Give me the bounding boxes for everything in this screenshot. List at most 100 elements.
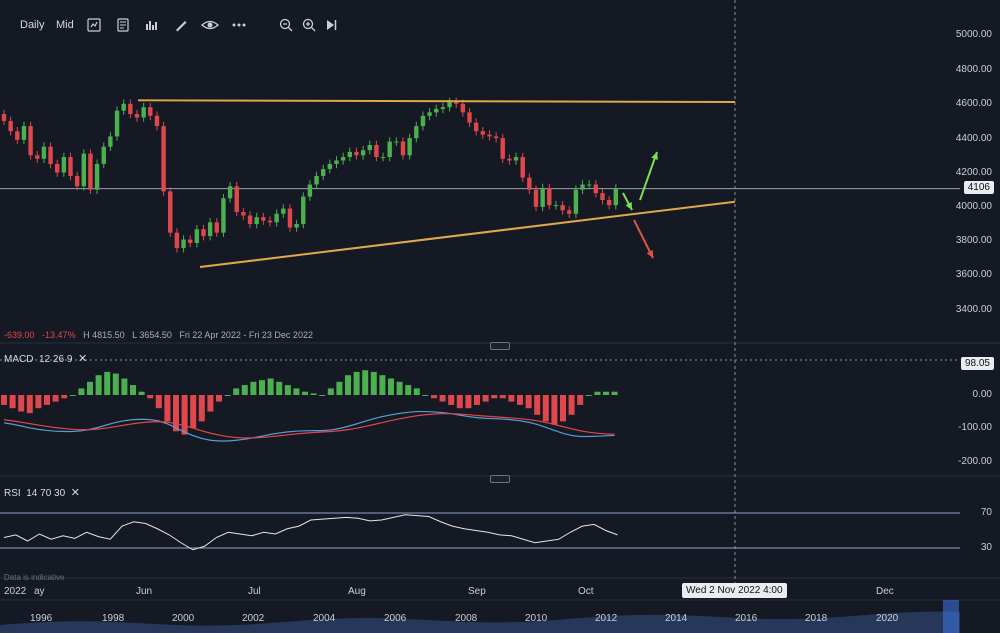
x-axis-month: Sep xyxy=(468,586,486,597)
macd-histogram-bar xyxy=(603,391,609,395)
candle xyxy=(188,239,193,243)
candle xyxy=(141,107,146,118)
navigator-year: 2002 xyxy=(242,613,265,624)
price-axis-label: 5000.00 xyxy=(955,29,992,40)
scroll-to-end-icon[interactable] xyxy=(317,10,345,40)
candle xyxy=(394,141,399,143)
upper-trendline xyxy=(137,99,736,104)
macd-histogram-bar xyxy=(568,395,575,415)
candle xyxy=(201,229,206,237)
candle xyxy=(547,187,552,206)
candle xyxy=(207,222,213,237)
candle xyxy=(507,158,512,161)
candle xyxy=(15,131,20,140)
macd-histogram-bar xyxy=(508,395,515,402)
candle xyxy=(21,126,27,140)
navigator-year: 1998 xyxy=(102,613,125,624)
x-axis-month: ay xyxy=(34,586,45,597)
candle xyxy=(327,163,333,170)
rsi-axis-label: 70 xyxy=(980,507,992,518)
x-axis-year: 2022 xyxy=(4,586,27,597)
macd-histogram-bar xyxy=(26,395,33,414)
candle xyxy=(533,189,539,207)
rsi-legend[interactable]: RSI 14 70 30 ✕ xyxy=(4,486,80,499)
macd-histogram-bar xyxy=(1,395,7,405)
candle xyxy=(121,103,126,111)
pane-resize-handle[interactable] xyxy=(490,342,510,350)
templates-icon[interactable] xyxy=(109,10,137,40)
indicators-icon[interactable] xyxy=(80,10,108,40)
zoom-out-icon[interactable] xyxy=(272,10,300,40)
macd-histogram-bar xyxy=(551,395,558,425)
zoom-in-icon[interactable] xyxy=(295,10,323,40)
candle xyxy=(287,208,293,228)
macd-histogram-bar xyxy=(241,385,248,395)
candle xyxy=(613,188,618,206)
candle xyxy=(247,215,253,225)
macd-histogram-bar xyxy=(121,378,128,395)
candle xyxy=(61,157,67,173)
macd-axis-label: -200.00 xyxy=(958,456,992,467)
candle xyxy=(81,153,86,187)
candle xyxy=(440,107,446,109)
price-type-button[interactable]: Mid xyxy=(56,19,74,31)
candle xyxy=(88,153,93,190)
visibility-icon[interactable] xyxy=(196,10,224,40)
candle xyxy=(68,157,73,176)
macd-histogram-bar xyxy=(482,395,489,402)
candle xyxy=(114,110,120,137)
macd-histogram-bar xyxy=(491,395,498,399)
candle xyxy=(254,217,259,225)
macd-histogram-bar xyxy=(198,395,205,422)
crosshair-date-label: Wed 2 Nov 2022 4:00 xyxy=(682,583,787,598)
close-icon[interactable]: ✕ xyxy=(77,353,88,365)
change-percent: -13.47% xyxy=(42,330,76,340)
interval-button[interactable]: Daily xyxy=(20,19,45,31)
candle xyxy=(55,163,60,173)
candle xyxy=(460,103,466,113)
candle xyxy=(400,141,406,156)
candle xyxy=(35,155,40,159)
candle xyxy=(314,175,319,185)
macd-histogram-bar xyxy=(61,395,68,399)
macd-histogram-bar xyxy=(560,395,566,422)
candle xyxy=(340,157,346,161)
candle xyxy=(606,200,612,206)
macd-histogram-bar xyxy=(207,395,214,412)
macd-histogram-bar xyxy=(69,395,76,396)
close-icon[interactable]: ✕ xyxy=(70,487,80,499)
macd-histogram-bar xyxy=(413,388,420,395)
macd-histogram-bar xyxy=(155,395,162,409)
macd-histogram-bar xyxy=(439,395,446,402)
macd-histogram-bar xyxy=(216,395,222,402)
candle xyxy=(367,145,372,151)
draw-icon[interactable] xyxy=(167,10,195,40)
macd-histogram-bar xyxy=(284,385,291,395)
macd-legend[interactable]: MACD 12 26 9 ✕ xyxy=(4,352,87,365)
breakout-arrow-head xyxy=(651,152,658,160)
candle xyxy=(261,217,266,221)
price-axis-label: 4000.00 xyxy=(955,201,992,212)
navigator-year: 1996 xyxy=(30,613,53,624)
macd-histogram-bar xyxy=(224,395,231,396)
navigator-year: 2010 xyxy=(525,613,548,624)
candle xyxy=(234,186,239,213)
macd-histogram-bar xyxy=(147,395,154,399)
x-axis-month: Oct xyxy=(578,586,594,597)
data-disclaimer: Data is indicative xyxy=(4,573,65,582)
candle xyxy=(347,151,352,158)
price-axis-label: 4200.00 xyxy=(955,167,992,178)
macd-histogram-bar xyxy=(35,395,42,409)
candle xyxy=(600,193,605,200)
candle xyxy=(387,141,392,158)
candle xyxy=(154,115,160,127)
macd-histogram-bar xyxy=(336,381,343,395)
macd-axis-label: 0.00 xyxy=(972,389,992,400)
more-icon[interactable] xyxy=(225,10,253,40)
navigator-year: 2020 xyxy=(876,613,899,624)
candle xyxy=(267,220,273,223)
chart-type-icon[interactable] xyxy=(138,10,166,40)
pane-resize-handle[interactable] xyxy=(490,475,510,483)
candle xyxy=(161,126,166,192)
